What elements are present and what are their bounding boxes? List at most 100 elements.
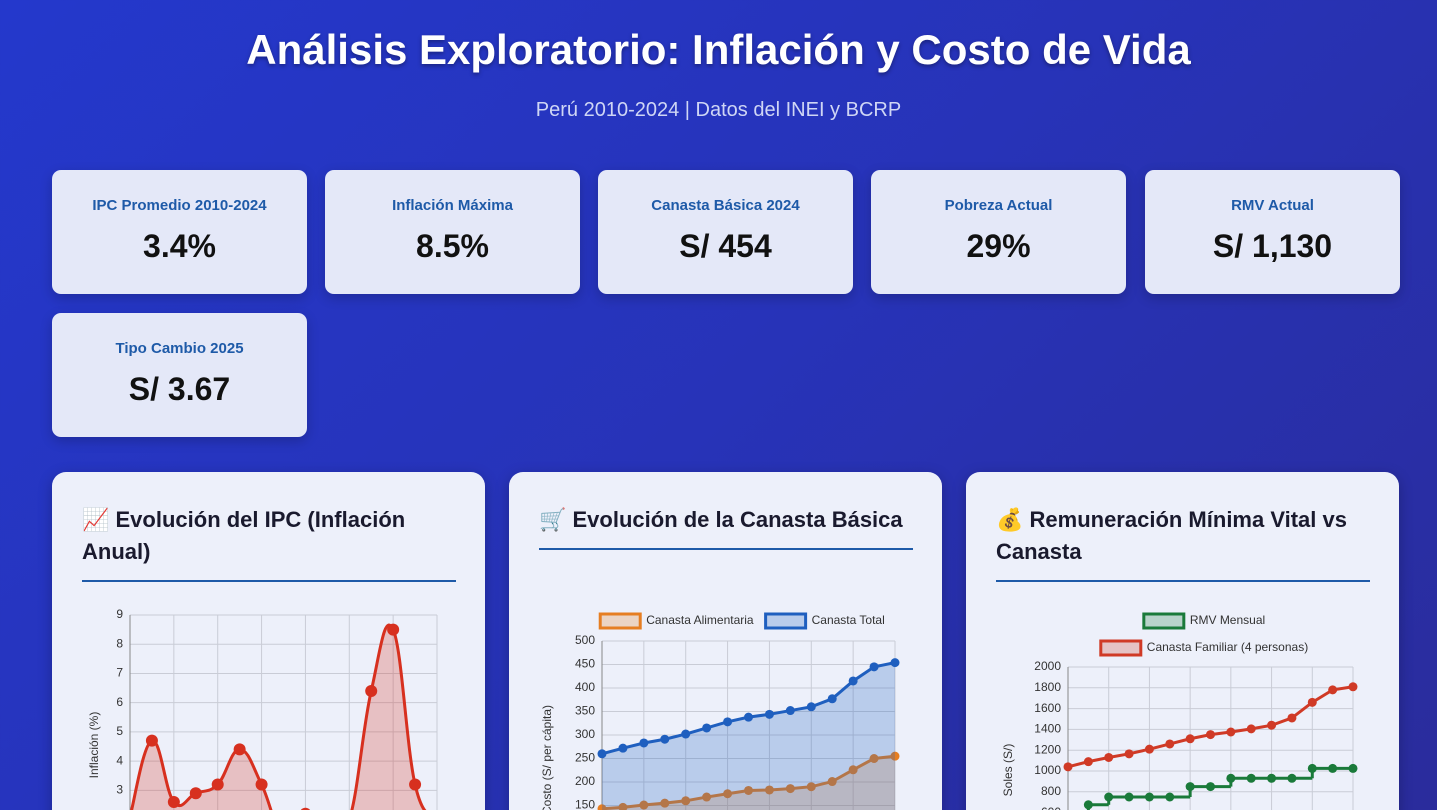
y-tick-label: 1400 [1034, 722, 1061, 736]
kpi-label: Tipo Cambio 2025 [115, 340, 244, 357]
y-tick-label: 800 [1041, 784, 1061, 798]
data-point [827, 777, 837, 787]
data-point [744, 712, 753, 722]
data-point [1104, 792, 1114, 802]
kpi-value: 29% [966, 228, 1031, 264]
data-point [639, 800, 649, 810]
legend-swatch [598, 612, 642, 630]
kpi-card: Tipo Cambio 2025 S/ 3.67 [52, 313, 307, 437]
kpi-value: S/ 1,130 [1212, 228, 1333, 264]
series-area [602, 756, 895, 810]
y-tick-label: 600 [1041, 805, 1061, 810]
data-point [1287, 713, 1297, 723]
data-point [723, 789, 733, 799]
data-point [618, 802, 628, 810]
data-point [1144, 744, 1154, 754]
legend-swatch [1099, 639, 1143, 657]
legend-label: Canasta Familiar (4 personas) [1147, 640, 1308, 654]
chart: 050100150200250300350400450500Costo (S/ … [540, 612, 900, 810]
data-point [1267, 720, 1277, 730]
y-tick-label: 1600 [1034, 701, 1061, 715]
y-tick-label: 6 [116, 695, 123, 709]
data-point [1226, 727, 1236, 737]
y-tick-label: 250 [575, 751, 595, 765]
chart-card: 🛒 Evolución de la Canasta Básica05010015… [509, 472, 942, 810]
data-point [764, 785, 774, 795]
kpi-label: RMV Actual [1231, 197, 1314, 214]
data-point [1246, 773, 1256, 783]
data-point [1328, 763, 1338, 773]
kpi-card: IPC Promedio 2010-2024 3.4% [52, 170, 307, 294]
data-point [1267, 773, 1277, 783]
data-point [723, 717, 733, 727]
y-tick-label: 500 [575, 633, 595, 647]
kpi-label: Pobreza Actual [944, 197, 1053, 214]
y-tick-label: 1200 [1034, 742, 1061, 756]
kpi-card: Pobreza Actual 29% [871, 170, 1126, 294]
data-point [1246, 724, 1256, 734]
data-point [1104, 752, 1114, 762]
data-point [1083, 757, 1093, 767]
data-point [681, 796, 691, 806]
data-point [1307, 763, 1317, 773]
data-point [211, 778, 224, 791]
data-point [702, 792, 712, 802]
kpi-card: RMV Actual S/ 1,130 [1145, 170, 1400, 294]
y-axis-label: Soles (S/) [1001, 744, 1015, 797]
y-tick-label: 1800 [1034, 680, 1061, 694]
data-point [1144, 792, 1154, 802]
y-tick-label: 1000 [1034, 763, 1061, 777]
data-point [1348, 682, 1358, 692]
data-point [848, 765, 858, 775]
data-point [1328, 685, 1338, 695]
kpi-value: 8.5% [416, 228, 489, 264]
data-point [1287, 773, 1297, 783]
series-area [131, 625, 425, 810]
data-point [145, 734, 158, 747]
data-point [869, 662, 879, 672]
y-tick-label: 350 [575, 704, 595, 718]
kpi-label: Inflación Máxima [392, 197, 513, 214]
data-point [1348, 763, 1358, 773]
data-point [1165, 739, 1175, 749]
y-tick-label: 300 [575, 727, 595, 741]
data-point [255, 778, 268, 791]
y-axis-label: Costo (S/ per cápita) [540, 705, 554, 810]
y-axis-label: Inflación (%) [87, 712, 101, 779]
y-tick-label: 3 [116, 783, 123, 797]
y-tick-label: 8 [116, 636, 123, 650]
data-point [1307, 697, 1317, 707]
data-point [1185, 734, 1195, 744]
data-point [1206, 782, 1215, 792]
data-point [618, 743, 628, 753]
data-point [1124, 792, 1134, 802]
data-point [1185, 782, 1195, 792]
data-point [785, 784, 795, 794]
series-area [602, 662, 895, 810]
y-tick-label: 400 [575, 680, 595, 694]
kpi-card: Canasta Básica 2024 S/ 454 [598, 170, 853, 294]
legend-label: RMV Mensual [1190, 613, 1265, 627]
data-point [660, 734, 670, 744]
data-point [1063, 762, 1073, 772]
y-tick-label: 7 [116, 666, 123, 680]
data-point [597, 749, 607, 759]
legend-label: Canasta Alimentaria [646, 613, 754, 627]
data-point [167, 796, 180, 809]
legend-swatch [764, 612, 808, 630]
y-tick-label: 200 [575, 774, 595, 788]
data-point [1124, 749, 1134, 759]
chart: 0200400600800100012001400160018002000Sol… [1001, 612, 1358, 810]
data-point [848, 676, 858, 686]
chart-title: 🛒 Evolución de la Canasta Básica [539, 504, 913, 550]
data-point [233, 743, 246, 756]
kpi-value: S/ 3.67 [128, 371, 231, 407]
data-point [189, 787, 202, 800]
y-tick-label: 4 [116, 753, 123, 767]
data-point [1226, 773, 1236, 783]
data-point [890, 658, 900, 668]
data-point [387, 623, 400, 636]
data-point [365, 684, 378, 697]
data-point [806, 782, 816, 792]
